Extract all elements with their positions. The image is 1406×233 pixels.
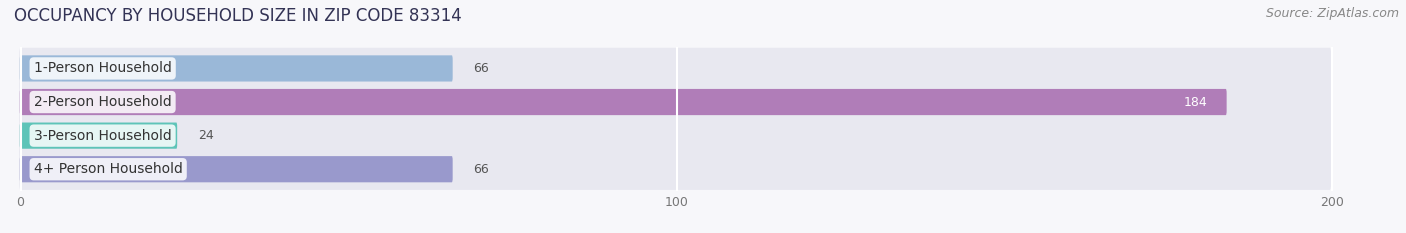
Text: OCCUPANCY BY HOUSEHOLD SIZE IN ZIP CODE 83314: OCCUPANCY BY HOUSEHOLD SIZE IN ZIP CODE … xyxy=(14,7,461,25)
FancyBboxPatch shape xyxy=(20,115,1331,156)
Text: 4+ Person Household: 4+ Person Household xyxy=(34,162,183,176)
Text: 3-Person Household: 3-Person Household xyxy=(34,129,172,143)
FancyBboxPatch shape xyxy=(20,149,1331,190)
FancyBboxPatch shape xyxy=(20,156,453,182)
FancyBboxPatch shape xyxy=(20,123,177,149)
Text: 66: 66 xyxy=(474,163,489,176)
Text: 184: 184 xyxy=(1184,96,1208,109)
FancyBboxPatch shape xyxy=(20,81,1331,123)
Text: 66: 66 xyxy=(474,62,489,75)
Text: 24: 24 xyxy=(198,129,214,142)
Text: 1-Person Household: 1-Person Household xyxy=(34,62,172,75)
FancyBboxPatch shape xyxy=(20,55,453,82)
Text: Source: ZipAtlas.com: Source: ZipAtlas.com xyxy=(1265,7,1399,20)
FancyBboxPatch shape xyxy=(20,89,1226,115)
FancyBboxPatch shape xyxy=(20,48,1331,89)
Text: 2-Person Household: 2-Person Household xyxy=(34,95,172,109)
